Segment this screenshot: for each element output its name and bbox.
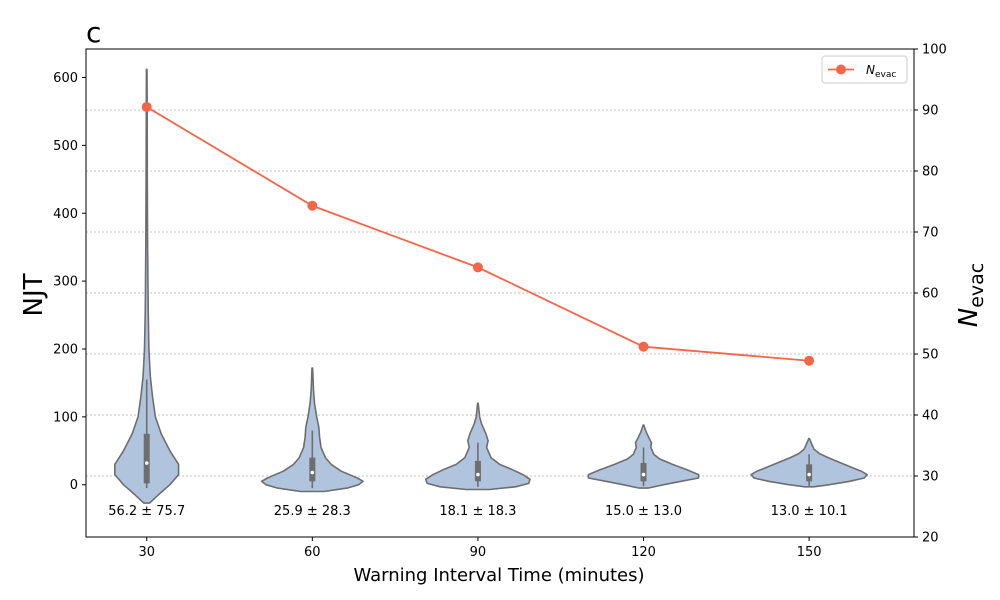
x-tick-label: 150 bbox=[797, 545, 822, 560]
left-y-axis: 0 100 200 300 400 500 600 bbox=[53, 71, 86, 493]
right-tick-label: 70 bbox=[922, 226, 939, 241]
right-tick-label: 20 bbox=[922, 531, 939, 546]
legend: Nevac bbox=[821, 55, 908, 84]
left-tick-label: 300 bbox=[53, 275, 78, 290]
violin-body bbox=[114, 68, 180, 504]
stat-annotation: 18.1 ± 18.3 bbox=[439, 504, 516, 519]
right-tick-label: 80 bbox=[922, 165, 939, 180]
left-tick-label: 600 bbox=[53, 71, 78, 86]
violin-median bbox=[476, 472, 480, 477]
right-tick-label: 60 bbox=[922, 287, 939, 302]
legend-frame bbox=[821, 55, 908, 84]
violin-median bbox=[144, 461, 149, 465]
gridlines bbox=[86, 109, 914, 477]
violin-iqr-box bbox=[640, 463, 647, 482]
legend-label-sub: evac bbox=[875, 70, 896, 80]
series-point bbox=[638, 341, 649, 352]
left-tick-label: 100 bbox=[53, 410, 78, 425]
x-axis-title: Warning Interval Time (minutes) bbox=[353, 565, 644, 586]
right-y-axis: 20 30 40 50 60 70 80 90 100 bbox=[914, 43, 947, 546]
violin-median bbox=[641, 472, 646, 477]
series-line bbox=[146, 106, 810, 362]
left-tick-label: 0 bbox=[70, 478, 78, 493]
x-tick-label: 60 bbox=[304, 545, 321, 560]
legend-label: Nevac bbox=[866, 63, 896, 80]
left-tick-label: 400 bbox=[53, 207, 78, 222]
series-point bbox=[307, 200, 318, 211]
series-point bbox=[141, 101, 152, 112]
x-tick-label: 90 bbox=[470, 545, 487, 560]
series-point bbox=[804, 355, 815, 366]
right-tick-label: 40 bbox=[922, 409, 939, 424]
x-tick-label: 120 bbox=[631, 545, 656, 560]
left-y-axis-title: NJT bbox=[19, 273, 49, 316]
legend-label-main: N bbox=[866, 63, 875, 77]
violin-iqr-box bbox=[474, 460, 481, 482]
left-tick-label: 500 bbox=[53, 139, 78, 154]
stat-annotation: 25.9 ± 28.3 bbox=[274, 504, 351, 519]
right-tick-label: 50 bbox=[922, 348, 939, 363]
violin-iqr-box bbox=[143, 433, 150, 484]
stat-annotation: 56.2 ± 75.7 bbox=[108, 504, 185, 519]
right-tick-label: 90 bbox=[922, 104, 939, 119]
right-tick-label: 100 bbox=[922, 43, 947, 58]
right-y-axis-title-main: N bbox=[954, 308, 984, 327]
violin-body bbox=[260, 367, 364, 493]
x-tick-label: 30 bbox=[138, 545, 155, 560]
stat-annotation: 13.0 ± 10.1 bbox=[771, 504, 848, 519]
left-tick-label: 200 bbox=[53, 342, 78, 357]
series-point bbox=[472, 262, 483, 273]
violin-median bbox=[310, 470, 315, 475]
violin-iqr-box bbox=[309, 457, 316, 482]
violin-group bbox=[114, 68, 868, 504]
right-y-axis-title: Nevac bbox=[954, 263, 988, 327]
violin-median bbox=[807, 472, 811, 477]
stat-annotation: 15.0 ± 13.0 bbox=[605, 504, 682, 519]
legend-marker-swatch bbox=[836, 64, 846, 75]
panel-label: c bbox=[86, 16, 101, 49]
right-tick-label: 30 bbox=[922, 470, 939, 485]
right-y-axis-title-sub: evac bbox=[966, 263, 988, 308]
x-axis: 30 60 90 120 150 bbox=[138, 537, 822, 560]
line-series bbox=[141, 101, 815, 366]
annotations: 56.2 ± 75.7 25.9 ± 28.3 18.1 ± 18.3 15.0 ± … bbox=[108, 504, 847, 519]
